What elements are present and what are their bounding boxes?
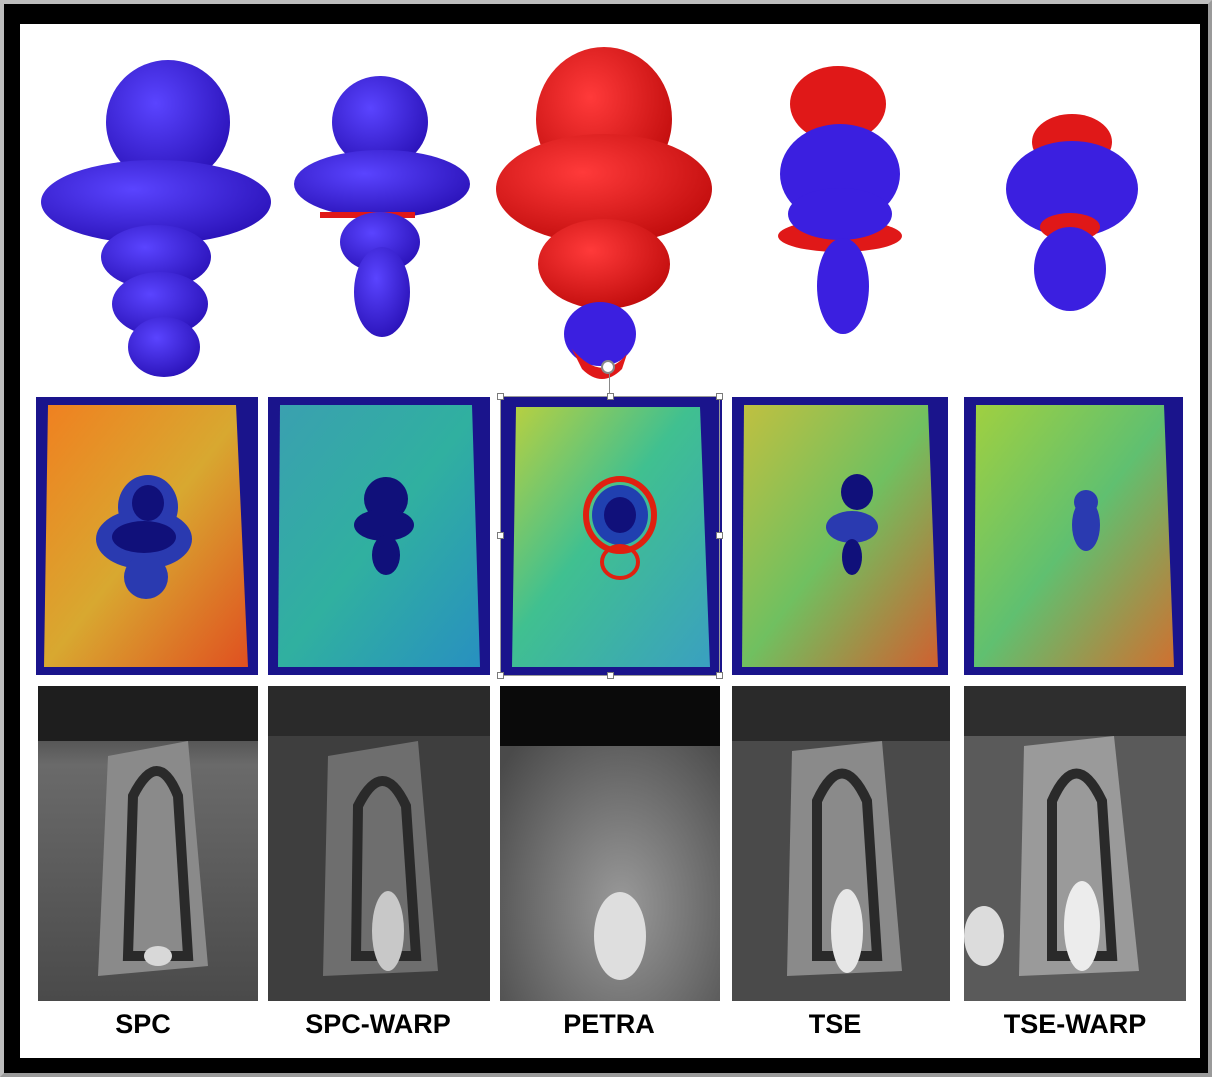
mri-tse-warp: [964, 686, 1186, 1001]
map-tse-warp: [964, 397, 1183, 675]
selection-handle[interactable]: [497, 672, 504, 679]
rotate-handle-icon[interactable]: [601, 360, 615, 374]
render-tse: [768, 64, 918, 339]
mri-spc: [38, 686, 258, 1001]
map-tse: [732, 397, 948, 675]
render-tse-warp: [986, 84, 1156, 319]
selection-handle[interactable]: [497, 532, 504, 539]
selection-handle[interactable]: [716, 532, 723, 539]
rotate-handle-stem: [609, 374, 610, 394]
figure-canvas: SPC SPC-WARP PETRA TSE TSE-WARP: [20, 24, 1200, 1058]
column-label-tse-warp: TSE-WARP: [1003, 1009, 1147, 1039]
render-spc-warp: [290, 72, 475, 352]
selection-handle[interactable]: [607, 393, 614, 400]
column-label-tse: TSE: [808, 1009, 862, 1039]
render-petra: [492, 39, 717, 384]
map-spc-warp: [268, 397, 490, 675]
mri-spc-warp: [268, 686, 490, 1001]
map-spc: [36, 397, 258, 675]
render-spc: [38, 42, 278, 382]
mri-petra: [500, 686, 720, 1001]
selection-handle[interactable]: [716, 672, 723, 679]
selection-handle[interactable]: [497, 393, 504, 400]
selection-handle[interactable]: [607, 672, 614, 679]
map-petra: [500, 397, 722, 675]
mri-tse: [732, 686, 950, 1001]
selection-handle[interactable]: [716, 393, 723, 400]
column-label-petra: PETRA: [563, 1009, 655, 1039]
column-label-spc-warp: SPC-WARP: [305, 1009, 451, 1039]
column-label-spc: SPC: [115, 1009, 171, 1039]
